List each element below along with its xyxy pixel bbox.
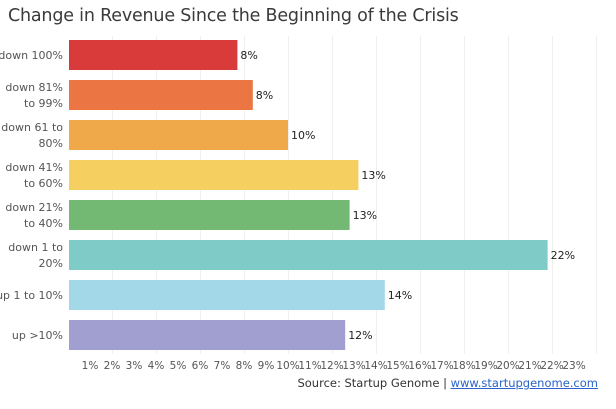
bar (69, 160, 359, 190)
chart-title: Change in Revenue Since the Beginning of… (8, 6, 459, 26)
bar (69, 240, 548, 270)
x-tick-label: 2% (104, 360, 121, 372)
value-label: 22% (551, 249, 575, 262)
x-tick-label: 7% (214, 360, 231, 372)
x-tick-label: 20% (496, 360, 519, 372)
x-tick-label: 10% (276, 360, 299, 372)
x-tick-label: 15% (386, 360, 409, 372)
x-tick-label: 16% (408, 360, 431, 372)
x-tick-label: 14% (364, 360, 387, 372)
category-label: down 81% to 99% (5, 81, 63, 110)
x-axis-ticks: 1% 2% 3% 4% 5% 6% 7% 8% 9% 10%11%12%13%14%15%16%1… (82, 360, 586, 372)
value-label: 14% (388, 289, 412, 302)
bar (69, 200, 350, 230)
x-tick-label: 4% (148, 360, 165, 372)
x-tick-label: 11% (298, 360, 321, 372)
category-label: down 1 to 20% (8, 241, 63, 270)
category-label: up >10% (12, 329, 63, 342)
value-labels: 8% 8% 10% 13% 13% 22% 14% 12% (240, 49, 575, 342)
value-label: 12% (348, 329, 372, 342)
x-tick-label: 3% (126, 360, 143, 372)
source-link[interactable]: www.startupgenome.com (450, 376, 598, 390)
bars (69, 40, 548, 350)
bar (69, 280, 385, 310)
x-tick-label: 5% (170, 360, 187, 372)
source-text: Source: Startup Genome | (297, 376, 451, 390)
x-tick-label: 23% (562, 360, 585, 372)
value-label: 8% (256, 89, 273, 102)
value-label: 13% (353, 209, 377, 222)
x-tick-label: 13% (342, 360, 365, 372)
x-tick-label: 22% (540, 360, 563, 372)
category-labels: down 100% down 81% to 99% down 61 to 80% down… (0, 49, 63, 342)
x-tick-label: 19% (474, 360, 497, 372)
bar (69, 320, 346, 350)
x-tick-label: 17% (430, 360, 453, 372)
category-label: down 41% to 60% (5, 161, 63, 190)
value-label: 13% (361, 169, 385, 182)
x-tick-label: 9% (258, 360, 275, 372)
category-label: up 1 to 10% (0, 289, 63, 302)
bar (69, 40, 238, 70)
value-label: 8% (240, 49, 257, 62)
x-tick-label: 18% (452, 360, 475, 372)
x-tick-label: 6% (192, 360, 209, 372)
category-label: down 100% (0, 49, 63, 62)
source-note: Source: Startup Genome | www.startupgeno… (297, 376, 598, 390)
x-tick-label: 12% (320, 360, 343, 372)
value-label: 10% (291, 129, 315, 142)
x-tick-label: 21% (518, 360, 541, 372)
category-label: down 61 to 80% (1, 121, 63, 150)
bar (69, 80, 253, 110)
x-tick-label: 8% (236, 360, 253, 372)
category-label: down 21% to 40% (5, 201, 63, 230)
bar (69, 120, 288, 150)
x-tick-label: 1% (82, 360, 99, 372)
